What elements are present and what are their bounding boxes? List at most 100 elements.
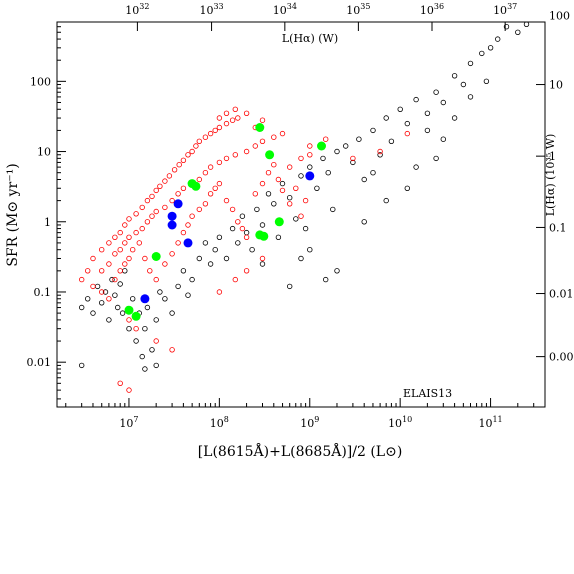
data-point (162, 178, 168, 184)
data-point (307, 143, 313, 149)
data-point (167, 211, 177, 221)
data-point (440, 99, 446, 106)
data-point (235, 219, 241, 225)
data-point (202, 134, 209, 140)
data-point (298, 213, 304, 219)
data-point (78, 276, 85, 283)
data-point (404, 120, 410, 127)
data-point (265, 191, 272, 197)
y-tick-label: 0.01 (27, 356, 52, 369)
data-point (343, 143, 349, 149)
data-point (180, 157, 187, 163)
data-point (388, 138, 395, 144)
data-points (78, 21, 530, 393)
x-axis-title: [L(8615Å)+L(8685Å)]/2 (L⊙) (198, 442, 403, 460)
data-point (243, 110, 250, 116)
data-point (122, 240, 128, 246)
data-point (90, 310, 96, 316)
data-point (254, 206, 260, 213)
data-point (106, 261, 112, 267)
data-point (119, 310, 126, 316)
right-tick-label: 100 (549, 9, 570, 22)
data-point (424, 127, 431, 134)
data-point (94, 283, 101, 290)
data-point (271, 161, 277, 168)
data-point (122, 222, 128, 228)
data-point (142, 326, 148, 332)
x-tick-label: 108 (210, 415, 229, 430)
data-point (151, 252, 161, 261)
data-point (196, 206, 202, 213)
data-point (112, 251, 118, 257)
data-point (153, 317, 159, 323)
data-point (167, 220, 177, 230)
data-point (189, 148, 195, 155)
data-point (117, 380, 123, 386)
right-tick-label: 0.1 (549, 221, 567, 234)
data-point (275, 176, 282, 183)
data-point (243, 229, 250, 236)
data-point (216, 124, 223, 131)
data-point (252, 191, 258, 197)
y-tick-label: 100 (30, 75, 51, 88)
data-point (356, 136, 362, 142)
data-point (133, 211, 139, 217)
data-point (503, 24, 510, 30)
data-point (133, 326, 139, 332)
data-point (223, 255, 230, 262)
data-point (235, 115, 241, 121)
data-point (126, 216, 132, 222)
axis-ticks (57, 21, 546, 407)
data-point (176, 161, 182, 168)
data-point (207, 130, 214, 137)
data-point (202, 201, 209, 207)
data-point (169, 310, 175, 316)
data-point (153, 208, 159, 215)
data-point (117, 268, 123, 274)
data-point (117, 229, 123, 236)
data-point (126, 234, 132, 240)
data-point (149, 193, 155, 200)
data-point (451, 73, 458, 79)
top-tick-label: 1034 (273, 2, 297, 17)
data-point (129, 296, 136, 302)
data-point (212, 127, 218, 134)
data-point (129, 246, 136, 253)
data-point (171, 167, 178, 173)
data-point (377, 152, 383, 158)
data-point (98, 246, 105, 253)
data-point (397, 106, 403, 112)
data-point (142, 255, 148, 262)
data-point (98, 289, 105, 295)
data-point (413, 164, 419, 170)
data-point (279, 187, 286, 194)
data-point (139, 225, 145, 232)
data-point (106, 296, 112, 302)
data-point (287, 201, 293, 207)
data-point (249, 246, 255, 253)
data-point (122, 268, 128, 274)
top-tick-label: 1035 (346, 2, 370, 17)
data-point (216, 234, 223, 240)
data-point (314, 185, 320, 191)
data-point (162, 204, 168, 211)
data-point (302, 225, 309, 232)
right-axis-title: L(Hα) (10³⁵ W) (544, 134, 557, 217)
data-point (330, 206, 336, 213)
data-point (223, 110, 230, 116)
data-point (287, 194, 293, 201)
data-point (317, 141, 326, 151)
data-point (175, 283, 181, 290)
data-point (487, 45, 494, 51)
data-point (223, 197, 230, 204)
data-point (133, 338, 139, 344)
data-point (166, 173, 173, 179)
data-point (413, 96, 419, 103)
data-point (169, 251, 175, 257)
data-point (191, 181, 201, 191)
data-point (523, 21, 530, 27)
data-point (202, 240, 209, 246)
data-point (207, 164, 214, 170)
x-tick-label: 107 (119, 415, 138, 430)
